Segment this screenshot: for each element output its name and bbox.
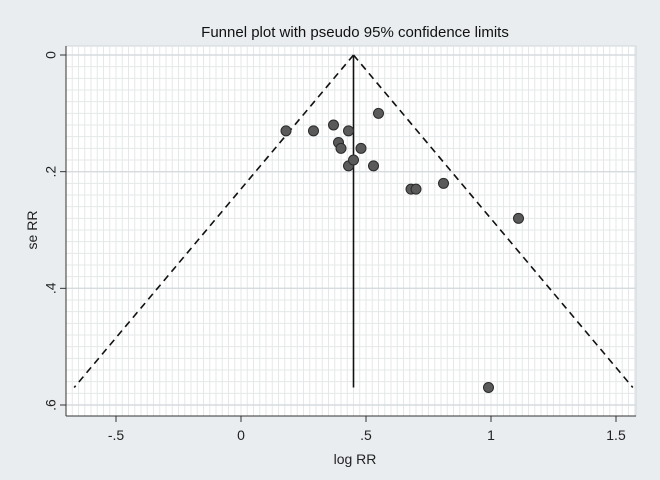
lower-confidence-limit xyxy=(73,54,355,389)
y-tick-label: .6 xyxy=(43,399,59,411)
study-point xyxy=(308,125,319,137)
study-points xyxy=(280,107,524,393)
study-point xyxy=(280,125,292,137)
study-point xyxy=(348,154,359,166)
study-point xyxy=(373,107,384,119)
study-point xyxy=(410,183,422,195)
chart-title: Funnel plot with pseudo 95% confidence l… xyxy=(201,24,509,41)
grid xyxy=(65,46,636,416)
study-point xyxy=(368,160,379,172)
study-point xyxy=(355,142,367,154)
study-point xyxy=(343,125,354,137)
study-point xyxy=(328,119,339,131)
y-axis-title: se RR xyxy=(24,211,40,250)
study-point xyxy=(438,177,449,189)
confidence-limits xyxy=(73,54,634,389)
study-point xyxy=(335,142,347,154)
x-tick-label: 1.5 xyxy=(606,427,626,443)
x-axis-title: log RR xyxy=(334,451,377,467)
x-tick-label: .5 xyxy=(360,427,372,443)
x-tick-label: 1 xyxy=(487,427,495,443)
y-tick-label: .4 xyxy=(43,282,59,294)
x-tick-label: -.5 xyxy=(108,427,125,443)
y-tick-label: .2 xyxy=(43,166,59,178)
study-point xyxy=(513,212,524,224)
upper-confidence-limit xyxy=(352,54,634,389)
y-tick-label: 0 xyxy=(43,51,59,59)
study-point xyxy=(483,382,494,393)
axes: -.5 0 .5 1 1.5 0 .2 .4 .6 xyxy=(43,46,636,443)
x-tick-label: 0 xyxy=(237,427,245,443)
